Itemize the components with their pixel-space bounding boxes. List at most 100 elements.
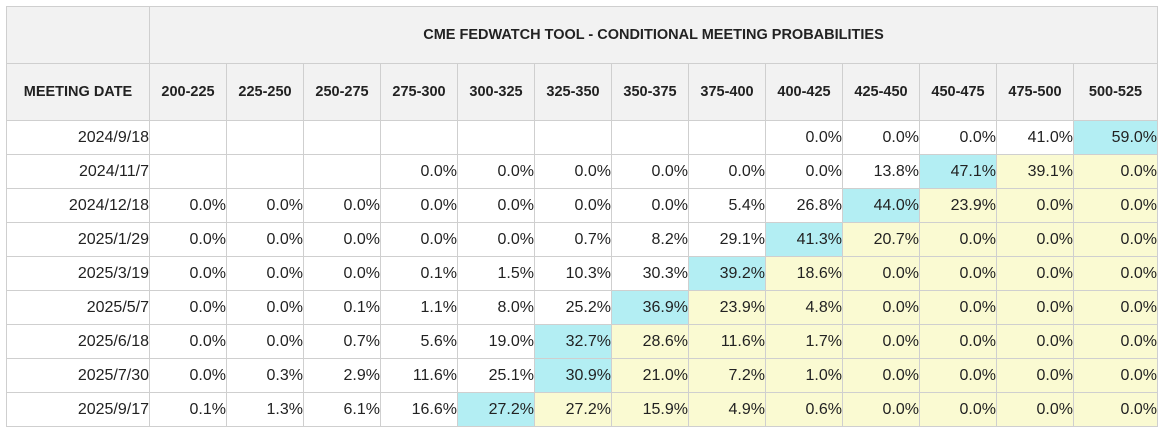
probability-cell: 36.9% <box>611 290 689 325</box>
meeting-date-cell: 2025/6/18 <box>6 324 150 359</box>
probability-cell: 0.1% <box>380 256 458 291</box>
probability-cell: 0.0% <box>919 120 997 155</box>
probability-cell: 18.6% <box>765 256 843 291</box>
probability-cell: 27.2% <box>534 392 612 427</box>
range-header-375-400: 375-400 <box>688 63 766 121</box>
probability-cell: 0.0% <box>303 256 381 291</box>
probability-cell: 0.0% <box>149 188 227 223</box>
probability-cell: 0.1% <box>303 290 381 325</box>
probability-cell: 2.9% <box>303 358 381 393</box>
range-header-200-225: 200-225 <box>149 63 227 121</box>
probability-cell: 0.0% <box>226 290 304 325</box>
probability-cell: 0.0% <box>919 358 997 393</box>
probability-cell: 0.0% <box>149 222 227 257</box>
probability-cell: 26.8% <box>765 188 843 223</box>
probability-cell: 30.9% <box>534 358 612 393</box>
probability-cell: 1.1% <box>380 290 458 325</box>
meeting-date-cell: 2024/11/7 <box>6 154 150 189</box>
range-header-325-350: 325-350 <box>534 63 612 121</box>
probability-cell: 20.7% <box>842 222 920 257</box>
probability-cell: 0.0% <box>842 256 920 291</box>
probability-cell: 0.0% <box>996 188 1074 223</box>
meeting-date-cell: 2025/7/30 <box>6 358 150 393</box>
probability-cell: 0.0% <box>457 188 535 223</box>
probability-cell: 28.6% <box>611 324 689 359</box>
probability-cell: 0.0% <box>765 120 843 155</box>
probability-cell: 0.0% <box>1072 154 1159 189</box>
probability-cell: 0.0% <box>1072 188 1159 223</box>
probability-cell: 0.0% <box>996 324 1074 359</box>
probability-cell: 10.3% <box>534 256 612 291</box>
probability-cell: 0.0% <box>919 256 997 291</box>
meeting-date-cell: 2024/9/18 <box>6 120 150 155</box>
header-row: MEETING DATE 200-225 225-250 250-275 275-30… <box>6 63 1159 121</box>
probability-cell: 47.1% <box>919 154 997 189</box>
probability-cell: 0.0% <box>919 324 997 359</box>
probability-table: CME FEDWATCH TOOL - CONDITIONAL MEETING … <box>6 6 1159 427</box>
probability-cell: 27.2% <box>457 392 535 427</box>
probability-cell: 0.0% <box>842 290 920 325</box>
range-header-350-375: 350-375 <box>611 63 689 121</box>
probability-cell <box>457 120 535 155</box>
probability-cell: 0.0% <box>303 188 381 223</box>
range-header-250-275: 250-275 <box>303 63 381 121</box>
table-body: 2024/9/18 0.0% 0.0% 0.0% 41.0% 59.0% 2024/11/7… <box>6 120 1159 427</box>
probability-cell: 0.0% <box>842 358 920 393</box>
probability-cell: 0.0% <box>534 154 612 189</box>
probability-cell: 0.7% <box>534 222 612 257</box>
probability-cell: 0.1% <box>149 392 227 427</box>
table-title: CME FEDWATCH TOOL - CONDITIONAL MEETING … <box>148 6 1159 64</box>
probability-cell: 23.9% <box>919 188 997 223</box>
range-header-425-450: 425-450 <box>842 63 920 121</box>
table-row: 2025/7/30 0.0% 0.3% 2.9% 11.6% 25.1% 30.9% 21.0… <box>6 358 1159 393</box>
probability-cell <box>226 154 304 189</box>
probability-cell: 41.3% <box>765 222 843 257</box>
probability-cell: 16.6% <box>380 392 458 427</box>
probability-cell: 0.0% <box>380 154 458 189</box>
probability-cell: 11.6% <box>380 358 458 393</box>
probability-cell: 0.0% <box>842 392 920 427</box>
corner-cell <box>6 6 150 64</box>
probability-cell: 0.3% <box>226 358 304 393</box>
probability-cell: 0.0% <box>996 358 1074 393</box>
probability-cell: 0.0% <box>457 222 535 257</box>
probability-cell: 0.0% <box>226 222 304 257</box>
table-row: 2024/11/7 0.0% 0.0% 0.0% 0.0% 0.0% 0.0% 13.8% 47… <box>6 154 1159 189</box>
probability-cell: 44.0% <box>842 188 920 223</box>
probability-cell: 0.0% <box>919 392 997 427</box>
probability-cell: 59.0% <box>1072 120 1159 155</box>
table-row: 2025/9/17 0.1% 1.3% 6.1% 16.6% 27.2% 27.2% 15.9… <box>6 392 1159 427</box>
probability-cell: 0.0% <box>688 154 766 189</box>
probability-cell: 25.1% <box>457 358 535 393</box>
table-row: 2024/9/18 0.0% 0.0% 0.0% 41.0% 59.0% <box>6 120 1159 155</box>
probability-cell: 0.0% <box>996 290 1074 325</box>
title-row: CME FEDWATCH TOOL - CONDITIONAL MEETING … <box>6 6 1159 64</box>
probability-cell: 5.4% <box>688 188 766 223</box>
probability-cell: 8.2% <box>611 222 689 257</box>
probability-cell: 0.0% <box>380 222 458 257</box>
probability-cell <box>303 154 381 189</box>
table-row: 2025/3/19 0.0% 0.0% 0.0% 0.1% 1.5% 10.3% 30.3% 3… <box>6 256 1159 291</box>
probability-cell: 4.8% <box>765 290 843 325</box>
probability-cell <box>688 120 766 155</box>
probability-cell: 0.0% <box>149 290 227 325</box>
probability-cell: 0.0% <box>919 290 997 325</box>
probability-cell: 0.0% <box>919 222 997 257</box>
probability-cell: 0.0% <box>996 256 1074 291</box>
probability-cell: 13.8% <box>842 154 920 189</box>
probability-cell: 30.3% <box>611 256 689 291</box>
probability-cell: 0.0% <box>1072 222 1159 257</box>
table-row: 2024/12/18 0.0% 0.0% 0.0% 0.0% 0.0% 0.0% 0.0% 5.… <box>6 188 1159 223</box>
table-row: 2025/5/7 0.0% 0.0% 0.1% 1.1% 8.0% 25.2% 36.9% 23… <box>6 290 1159 325</box>
probability-cell: 32.7% <box>534 324 612 359</box>
fedwatch-panel: CME FEDWATCH TOOL - CONDITIONAL MEETING … <box>6 6 1159 427</box>
probability-cell: 0.7% <box>303 324 381 359</box>
range-header-225-250: 225-250 <box>226 63 304 121</box>
probability-cell <box>611 120 689 155</box>
probability-cell: 4.9% <box>688 392 766 427</box>
probability-cell: 0.0% <box>226 324 304 359</box>
probability-cell <box>380 120 458 155</box>
probability-cell: 0.0% <box>1072 256 1159 291</box>
probability-cell: 41.0% <box>996 120 1074 155</box>
probability-cell: 19.0% <box>457 324 535 359</box>
